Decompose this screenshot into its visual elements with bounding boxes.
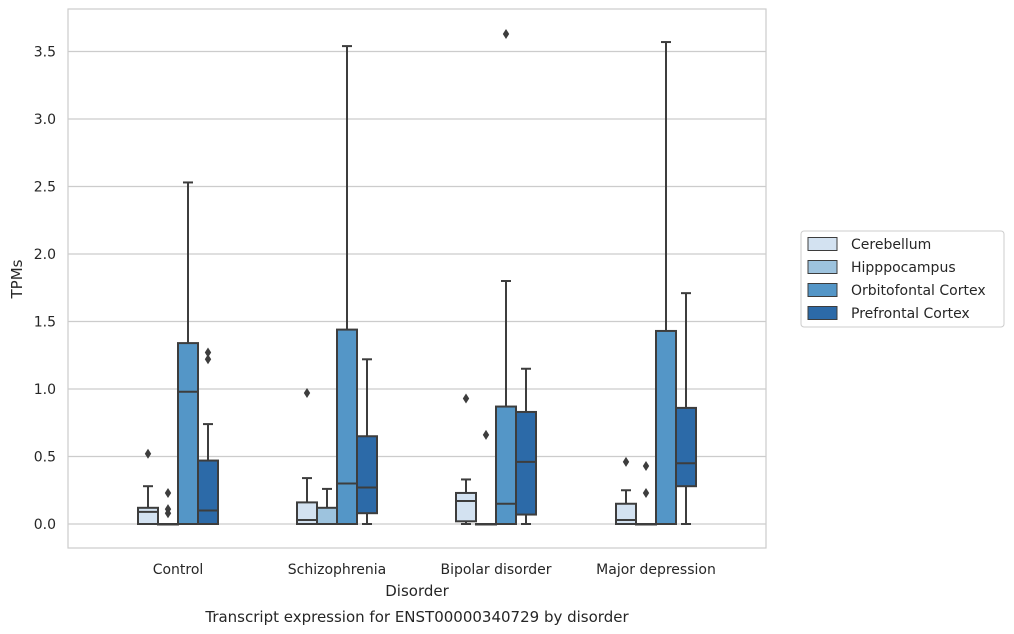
y-tick-label: 1.0 [34, 382, 56, 398]
legend-label: Cerebellum [851, 237, 931, 253]
plot-frame [67, 8, 767, 549]
box [515, 410, 537, 516]
box [615, 502, 637, 525]
legend-label: Orbitofontal Cortex [851, 283, 986, 299]
outlier-point [204, 354, 212, 365]
box [177, 342, 199, 525]
legend-swatch [807, 260, 838, 274]
legend: Cerebellum Hipppocampus Orbitofontal Corte… [800, 230, 1005, 328]
box-group [177, 181, 199, 525]
outlier-point [303, 388, 311, 399]
box [675, 406, 697, 488]
y-tick-label: 0.0 [34, 517, 56, 533]
x-axis-label: Disorder [385, 582, 449, 600]
y-axis-ticks: 0.0 0.5 1.0 1.5 2.0 2.5 3.0 3.5 [34, 45, 56, 534]
box-group [515, 367, 537, 525]
box-group [455, 393, 477, 525]
legend-swatch [807, 306, 838, 320]
outlier-point [482, 429, 490, 440]
box-group [356, 358, 378, 525]
outlier-point [164, 504, 172, 515]
box [197, 459, 219, 525]
x-tick-label: Control [153, 562, 204, 578]
outlier-point [204, 347, 212, 358]
legend-label: Prefrontal Cortex [851, 306, 970, 322]
x-tick-label: Schizophrenia [288, 562, 386, 578]
y-tick-label: 3.5 [34, 45, 56, 61]
y-tick-label: 1.5 [34, 315, 56, 331]
box [495, 405, 517, 525]
x-tick-label: Bipolar disorder [440, 562, 551, 578]
box [356, 435, 378, 515]
legend-frame [800, 230, 1005, 328]
box-group [655, 41, 677, 526]
outlier-point [622, 456, 630, 467]
box-group [316, 487, 338, 525]
box-group [197, 347, 219, 525]
outlier-point [642, 460, 650, 471]
box-group [635, 460, 657, 526]
box-group [615, 456, 637, 525]
y-tick-label: 3.0 [34, 112, 56, 128]
outlier-point [462, 393, 470, 404]
box [316, 506, 338, 525]
box-group [157, 487, 179, 526]
y-axis-label: TPMs [8, 259, 26, 299]
box [137, 506, 159, 525]
legend-label: Hipppocampus [851, 260, 956, 276]
x-tick-label: Major depression [596, 562, 716, 578]
box [336, 328, 358, 525]
outlier-point [502, 28, 510, 39]
y-tick-label: 2.0 [34, 247, 56, 263]
box-group [475, 429, 497, 526]
box-group [336, 45, 358, 525]
box-plot-marks [137, 28, 697, 526]
outlier-point [164, 487, 172, 498]
box [455, 491, 477, 523]
y-tick-label: 2.5 [34, 180, 56, 196]
legend-swatch [807, 283, 838, 297]
x-axis-ticks: Control Schizophrenia Bipolar disorder Majo… [153, 562, 716, 578]
outlier-point [144, 448, 152, 459]
outlier-point [642, 487, 650, 498]
box-group [137, 448, 159, 525]
box-group [675, 292, 697, 525]
box-group [296, 388, 318, 525]
legend-swatch [807, 237, 838, 251]
box-group [495, 28, 517, 525]
y-tick-label: 0.5 [34, 450, 56, 466]
box [655, 329, 677, 526]
chart-caption: Transcript expression for ENST0000034072… [204, 608, 629, 626]
